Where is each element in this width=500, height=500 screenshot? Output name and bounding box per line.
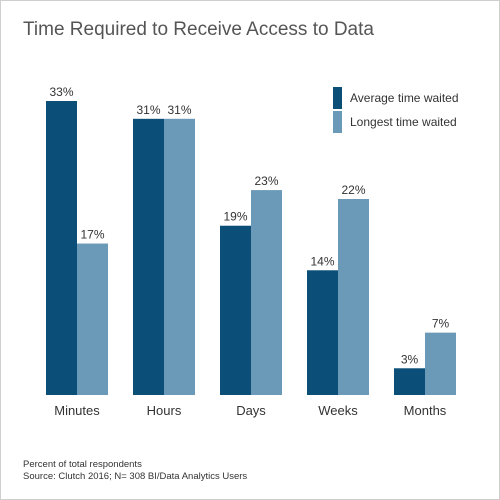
x-tick-label-months: Months [404, 403, 447, 418]
footnotes: Percent of total respondents Source: Clu… [23, 459, 247, 483]
bar-days-longest [251, 190, 282, 395]
x-tick-label-weeks: Weeks [318, 403, 358, 418]
x-tick-label-hours: Hours [147, 403, 182, 418]
x-tick-label-days: Days [236, 403, 266, 418]
bar-days-average [220, 225, 251, 395]
data-label-weeks-average: 14% [310, 254, 334, 268]
bar-weeks-average [307, 270, 338, 395]
legend-label-average: Average time waited [350, 91, 459, 105]
bar-months-average [394, 368, 425, 395]
bar-hours-longest [164, 118, 195, 396]
data-label-hours-longest: 31% [167, 103, 191, 117]
x-tick-label-minutes: Minutes [54, 403, 100, 418]
bar-hours-average [133, 118, 164, 396]
footnote-note: Percent of total respondents [23, 459, 142, 470]
data-label-months-average: 3% [401, 352, 419, 366]
bar-months-longest [425, 332, 456, 395]
data-label-hours-average: 31% [136, 103, 160, 117]
legend-swatch-average [333, 87, 342, 109]
data-label-months-longest: 7% [432, 317, 450, 331]
data-label-days-longest: 23% [254, 174, 278, 188]
data-label-minutes-average: 33% [49, 85, 73, 99]
footnote-source: Source: Clutch 2016; N= 308 BI/Data Anal… [23, 471, 248, 482]
bar-minutes-average [46, 101, 77, 395]
bar-minutes-longest [77, 243, 108, 395]
chart-title: Time Required to Receive Access to Data [23, 19, 374, 40]
data-label-minutes-longest: 17% [80, 228, 104, 242]
data-label-days-average: 19% [223, 210, 247, 224]
data-label-weeks-longest: 22% [341, 183, 365, 197]
bar-weeks-longest [338, 199, 369, 395]
legend-label-longest: Longest time waited [350, 115, 457, 129]
legend-swatch-longest [333, 111, 342, 133]
